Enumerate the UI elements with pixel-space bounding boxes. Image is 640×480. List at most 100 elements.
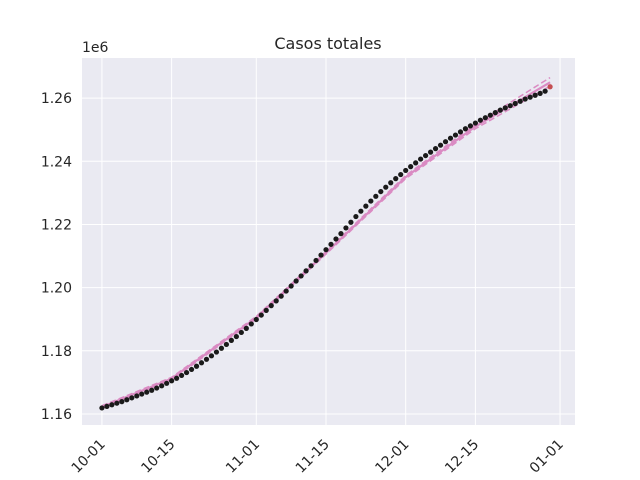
data-point	[437, 142, 444, 148]
data-point	[492, 110, 498, 116]
y-tick-label: 1.24	[41, 154, 72, 170]
data-point	[288, 283, 294, 289]
data-point	[253, 316, 259, 323]
data-point	[333, 236, 339, 242]
data-point	[462, 126, 469, 132]
data-point	[258, 312, 264, 318]
data-point	[427, 149, 434, 155]
data-point	[482, 115, 488, 121]
y-tick-label: 1.18	[41, 344, 72, 360]
data-point	[119, 399, 125, 405]
data-point	[338, 231, 344, 237]
data-point	[447, 135, 454, 141]
data-point	[393, 176, 399, 182]
data-point	[144, 389, 150, 395]
data-point	[124, 397, 130, 403]
data-point	[198, 360, 205, 366]
data-point	[178, 372, 185, 379]
data-point	[99, 405, 105, 411]
x-tick-label: 10-15	[138, 437, 178, 477]
data-point	[174, 375, 180, 381]
data-point	[149, 387, 155, 393]
data-point	[457, 129, 464, 135]
data-point	[243, 325, 249, 331]
data-point	[512, 100, 518, 107]
data-point	[228, 337, 234, 343]
data-point	[313, 257, 319, 264]
data-point	[188, 366, 195, 373]
data-point	[134, 393, 140, 399]
chart-title: Casos totales	[274, 34, 381, 53]
data-point	[527, 94, 533, 100]
data-point	[547, 84, 553, 90]
data-point	[408, 164, 414, 170]
data-point	[423, 152, 429, 159]
data-point	[497, 107, 503, 113]
data-point	[323, 247, 329, 253]
x-tick-label: 11-15	[293, 437, 333, 477]
data-point	[522, 96, 528, 102]
data-point	[154, 385, 160, 391]
data-point	[542, 88, 548, 94]
data-point	[328, 241, 334, 247]
data-point	[298, 273, 304, 279]
data-point	[308, 263, 314, 269]
y-tick-label: 1.20	[41, 281, 72, 297]
data-point	[467, 123, 474, 129]
data-point	[283, 288, 289, 294]
x-tick-label: 12-15	[442, 437, 482, 477]
data-point	[373, 193, 379, 199]
data-point	[164, 380, 170, 386]
data-point	[358, 208, 364, 214]
data-point	[293, 278, 299, 284]
plot-area	[82, 58, 575, 425]
data-point	[348, 219, 354, 225]
data-point	[442, 139, 449, 145]
data-point	[268, 303, 274, 309]
data-point	[218, 345, 225, 351]
data-point	[193, 363, 200, 369]
data-point	[203, 356, 210, 362]
x-tick-label: 10-01	[69, 437, 109, 477]
y-tick-label: 1.26	[41, 91, 72, 107]
data-point	[378, 188, 384, 195]
data-point	[159, 383, 165, 389]
data-point	[273, 298, 279, 304]
data-point	[208, 353, 215, 359]
y-tick-label: 1.22	[41, 217, 72, 233]
data-point	[532, 92, 538, 98]
x-tick-label: 11-01	[223, 437, 263, 477]
data-point	[502, 105, 508, 111]
data-point	[413, 160, 419, 166]
data-point	[383, 184, 389, 190]
data-point	[507, 103, 513, 109]
marks	[99, 76, 553, 411]
data-point	[418, 156, 424, 162]
data-point	[318, 252, 324, 258]
data-point	[223, 341, 230, 348]
data-point	[278, 293, 284, 299]
data-point	[263, 307, 269, 313]
data-point	[183, 369, 190, 376]
data-point	[109, 402, 115, 408]
data-point	[353, 213, 359, 220]
data-point	[363, 203, 369, 209]
data-point	[472, 120, 479, 126]
x-tick-label: 01-01	[527, 437, 567, 477]
x-tick-label: 12-01	[372, 437, 412, 477]
data-point	[114, 400, 120, 406]
y-tick-label: 1.16	[41, 407, 72, 423]
data-point	[169, 378, 175, 384]
data-point	[248, 321, 254, 327]
data-point	[139, 391, 145, 397]
data-point	[233, 333, 239, 340]
data-point	[487, 112, 493, 118]
data-point	[213, 349, 220, 355]
data-point	[403, 167, 409, 174]
data-point	[517, 98, 523, 104]
data-point	[303, 268, 309, 274]
data-point	[104, 403, 110, 409]
grid	[82, 58, 575, 425]
